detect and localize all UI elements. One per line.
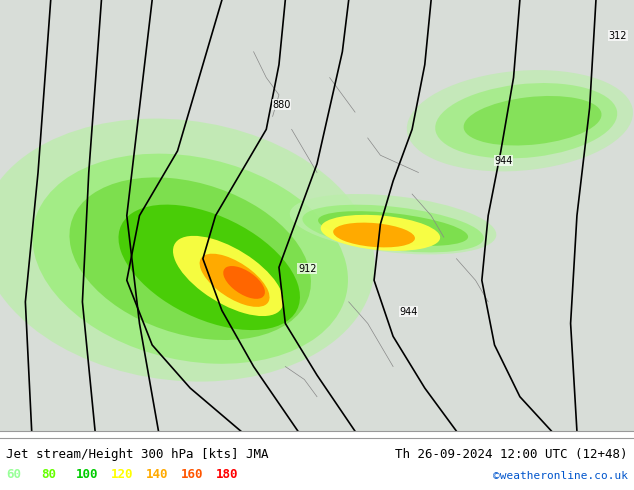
Text: 944: 944 — [495, 156, 513, 166]
Ellipse shape — [200, 254, 269, 307]
Ellipse shape — [119, 205, 300, 330]
Text: Th 26-09-2024 12:00 UTC (12+48): Th 26-09-2024 12:00 UTC (12+48) — [395, 448, 628, 461]
Text: 80: 80 — [41, 468, 56, 481]
Ellipse shape — [173, 236, 283, 316]
Text: 140: 140 — [146, 468, 168, 481]
Ellipse shape — [290, 194, 496, 254]
Ellipse shape — [435, 83, 618, 158]
Ellipse shape — [463, 96, 602, 146]
Ellipse shape — [321, 215, 440, 251]
Ellipse shape — [302, 205, 484, 252]
Ellipse shape — [333, 222, 415, 247]
Text: 880: 880 — [273, 100, 291, 110]
Ellipse shape — [32, 154, 348, 364]
Text: 912: 912 — [298, 264, 316, 273]
Ellipse shape — [407, 70, 633, 172]
Text: 312: 312 — [609, 31, 627, 41]
Ellipse shape — [0, 119, 375, 382]
Text: 944: 944 — [399, 307, 418, 317]
Ellipse shape — [223, 266, 265, 299]
Text: ©weatheronline.co.uk: ©weatheronline.co.uk — [493, 471, 628, 481]
FancyBboxPatch shape — [0, 0, 634, 431]
Ellipse shape — [70, 177, 311, 340]
Text: 100: 100 — [76, 468, 98, 481]
Text: 160: 160 — [181, 468, 203, 481]
Text: 60: 60 — [6, 468, 22, 481]
Ellipse shape — [318, 211, 468, 246]
Text: 120: 120 — [111, 468, 133, 481]
Text: 180: 180 — [216, 468, 238, 481]
Text: Jet stream/Height 300 hPa [kts] JMA: Jet stream/Height 300 hPa [kts] JMA — [6, 448, 269, 461]
